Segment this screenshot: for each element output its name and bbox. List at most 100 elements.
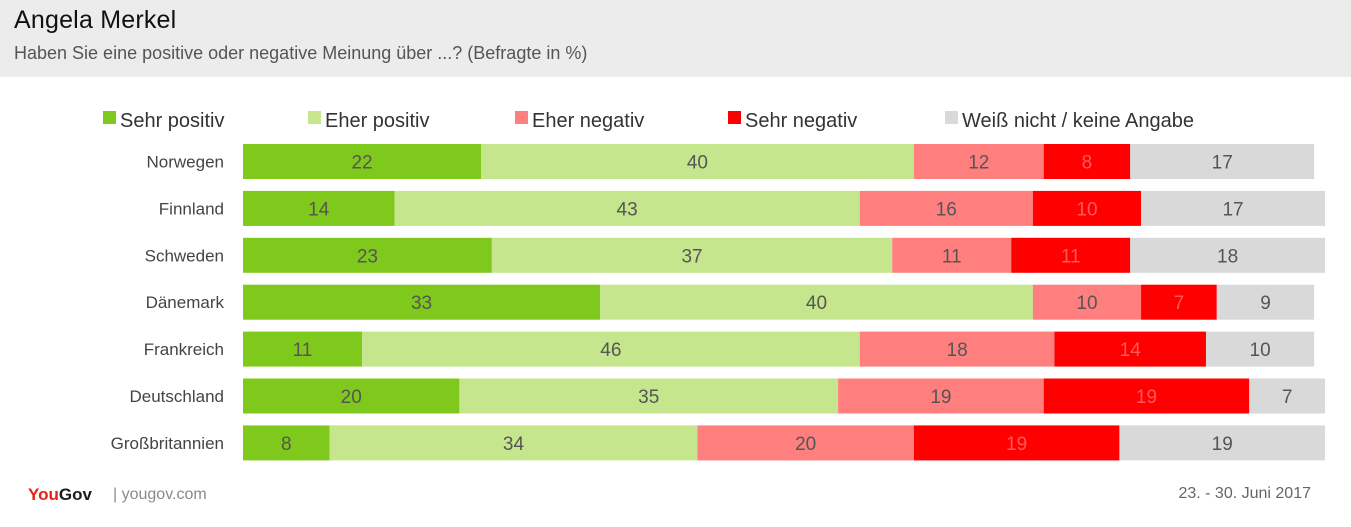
data-label: 14 bbox=[1120, 340, 1142, 361]
data-label: 16 bbox=[936, 199, 957, 220]
bar-segment bbox=[243, 284, 601, 320]
page-subtitle: Haben Sie eine positive oder negative Me… bbox=[14, 43, 588, 63]
data-label: 17 bbox=[1212, 153, 1233, 174]
legend-swatch bbox=[515, 111, 528, 124]
data-label: 8 bbox=[1082, 153, 1093, 174]
bar-segment bbox=[1119, 425, 1325, 461]
data-label: 12 bbox=[968, 153, 989, 174]
bar-segment bbox=[243, 331, 363, 367]
data-label: 22 bbox=[351, 153, 372, 174]
data-label: 11 bbox=[942, 246, 962, 267]
bar-segment bbox=[243, 378, 460, 414]
legend-label: Sehr negativ bbox=[745, 110, 857, 132]
bar-segment bbox=[1249, 378, 1325, 414]
bar-segment bbox=[329, 425, 698, 461]
data-label: 11 bbox=[1061, 246, 1081, 267]
data-label: 20 bbox=[795, 434, 816, 455]
bar-segment bbox=[913, 144, 1044, 179]
data-label: 33 bbox=[411, 293, 432, 314]
bar-segment bbox=[481, 144, 914, 179]
data-label: 20 bbox=[341, 387, 362, 408]
bar-segment bbox=[1141, 284, 1217, 320]
bar-segment bbox=[1216, 284, 1315, 320]
data-label: 9 bbox=[1260, 293, 1271, 314]
legend-item: Sehr negativ bbox=[728, 110, 857, 132]
stacked-bar-chart: Sehr positiv Eher positiv Eher negativ Sehr… bbox=[103, 110, 1325, 461]
legend-item: Sehr positiv bbox=[103, 110, 225, 132]
category-label: Großbritannien bbox=[111, 434, 224, 453]
data-label: 19 bbox=[1212, 434, 1233, 455]
data-label: 17 bbox=[1222, 199, 1243, 220]
data-label: 14 bbox=[308, 199, 330, 220]
data-label: 43 bbox=[617, 199, 638, 220]
bar-segment bbox=[491, 237, 893, 273]
category-label: Norwegen bbox=[147, 153, 225, 172]
logo-gov-text: Gov bbox=[58, 485, 92, 504]
bar-segment bbox=[1032, 284, 1142, 320]
bar-segment bbox=[1205, 331, 1315, 367]
yougov-logo: YouGov bbox=[28, 485, 92, 505]
bar-segment bbox=[1011, 237, 1131, 273]
legend-item: Eher negativ bbox=[515, 110, 644, 132]
bar-segment bbox=[1043, 378, 1250, 414]
legend-swatch bbox=[945, 111, 958, 124]
bar-segment bbox=[459, 378, 839, 414]
page-title: Angela Merkel bbox=[14, 6, 177, 34]
bar-segment bbox=[600, 284, 1033, 320]
bar-segment bbox=[1054, 331, 1206, 367]
category-label: Schweden bbox=[145, 246, 224, 265]
bar-segment bbox=[1130, 144, 1315, 179]
data-label: 19 bbox=[1006, 434, 1027, 455]
category-label: Dänemark bbox=[146, 293, 225, 312]
category-label: Deutschland bbox=[129, 387, 224, 406]
data-label: 19 bbox=[1136, 387, 1157, 408]
bar-segment bbox=[243, 237, 492, 273]
data-label: 37 bbox=[681, 246, 702, 267]
bar-segment bbox=[243, 425, 330, 461]
data-label: 18 bbox=[947, 340, 968, 361]
data-label: 7 bbox=[1174, 293, 1185, 314]
legend-swatch bbox=[728, 111, 741, 124]
bar-segment bbox=[1141, 190, 1325, 226]
legend-label: Sehr positiv bbox=[120, 110, 225, 132]
legend-label: Weiß nicht / keine Angabe bbox=[962, 110, 1194, 132]
data-label: 10 bbox=[1076, 293, 1097, 314]
bar-segment bbox=[697, 425, 914, 461]
bar-segment bbox=[838, 378, 1044, 414]
data-label: 18 bbox=[1217, 246, 1238, 267]
header-band: Angela Merkel Haben Sie eine positive od… bbox=[0, 0, 1351, 77]
bar-segment bbox=[243, 190, 395, 226]
data-label: 34 bbox=[503, 434, 525, 455]
legend-item: Eher positiv bbox=[308, 110, 430, 132]
legend-item: Weiß nicht / keine Angabe bbox=[945, 110, 1194, 132]
category-label: Frankreich bbox=[144, 340, 224, 359]
footer-site-link: | yougov.com bbox=[113, 486, 207, 503]
data-label: 11 bbox=[293, 340, 313, 361]
bar-segment bbox=[859, 190, 1033, 226]
data-label: 8 bbox=[281, 434, 292, 455]
data-label: 40 bbox=[687, 153, 708, 174]
bar-segment bbox=[394, 190, 860, 226]
data-label: 46 bbox=[600, 340, 621, 361]
legend-swatch bbox=[103, 111, 116, 124]
data-label: 10 bbox=[1076, 199, 1097, 220]
data-label: 23 bbox=[357, 246, 378, 267]
data-label: 7 bbox=[1282, 387, 1293, 408]
category-label: Finnland bbox=[159, 199, 224, 218]
legend-swatch bbox=[308, 111, 321, 124]
legend-label: Eher positiv bbox=[325, 110, 430, 132]
data-label: 10 bbox=[1250, 340, 1271, 361]
bar-segment bbox=[913, 425, 1120, 461]
data-label: 35 bbox=[638, 387, 659, 408]
footer-date: 23. - 30. Juni 2017 bbox=[1178, 485, 1311, 502]
bar-segment bbox=[892, 237, 1012, 273]
bar-segment bbox=[1032, 190, 1142, 226]
bar-segment bbox=[243, 144, 482, 179]
bar-segment bbox=[859, 331, 1055, 367]
bar-segment bbox=[362, 331, 860, 367]
bar-segment bbox=[1043, 144, 1131, 179]
bar-segment bbox=[1130, 237, 1325, 273]
logo-you-text: You bbox=[28, 485, 59, 504]
data-label: 19 bbox=[930, 387, 951, 408]
legend-label: Eher negativ bbox=[532, 110, 644, 132]
